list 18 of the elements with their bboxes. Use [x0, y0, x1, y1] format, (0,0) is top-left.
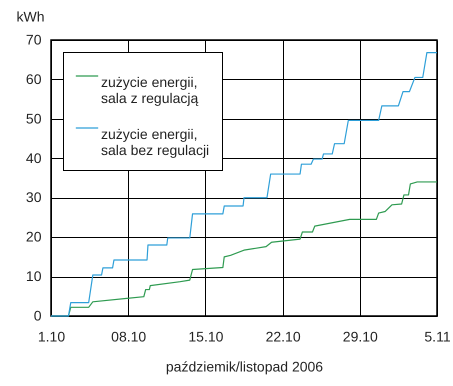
x-tick-label: 22.10: [266, 328, 301, 344]
x-tick-label: 1.10: [38, 328, 66, 344]
y-tick-label: 0: [34, 308, 42, 324]
y-tick-label: 50: [26, 110, 42, 126]
x-tick-label: 5.11: [424, 328, 451, 344]
x-tick-label: 29.10: [342, 328, 378, 344]
y-tick-label: 70: [26, 32, 42, 48]
legend-label: zużycie energii, sala bez regulacji: [101, 126, 210, 158]
x-tick-label: 15.10: [188, 328, 224, 344]
y-tick-label: 30: [26, 189, 42, 206]
legend-label: zużycie energii, sala z regulacją: [101, 74, 198, 106]
y-tick-label: 60: [26, 70, 42, 87]
x-tick-label: 08.10: [111, 328, 146, 344]
x-axis-title: paździemik/listopad 2006: [166, 358, 324, 374]
y-tick-label: 40: [26, 150, 42, 166]
y-tick-label: 10: [26, 268, 42, 284]
y-tick-label: 20: [26, 228, 42, 245]
y-axis-title: kWh: [16, 8, 44, 24]
